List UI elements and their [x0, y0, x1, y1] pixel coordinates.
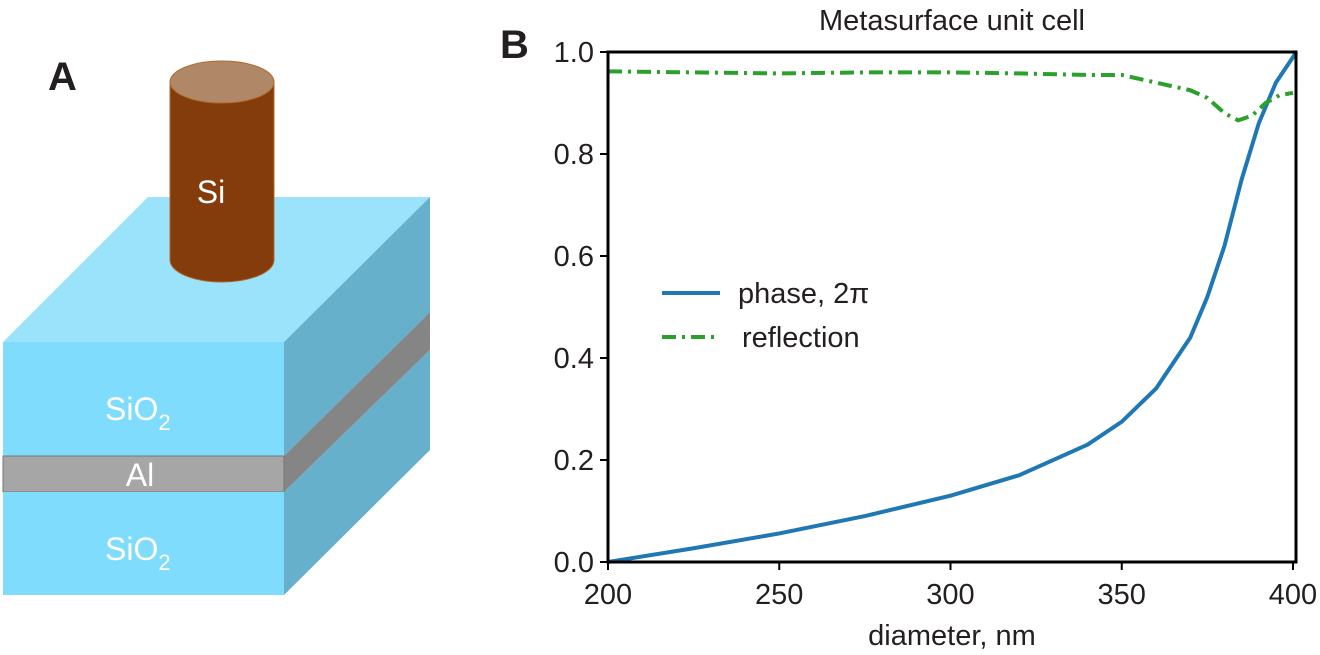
- al-label: Al: [126, 457, 154, 493]
- sio2-bottom-label: SiO2: [105, 531, 171, 575]
- y-tick-label: 1.0: [554, 37, 594, 69]
- box-side-upper: [284, 197, 430, 456]
- legend: phase, 2π reflection: [662, 278, 869, 354]
- sio2-bottom-front: [3, 492, 284, 595]
- legend-phase-label: phase, 2π: [738, 278, 869, 310]
- al-side-face: [284, 312, 430, 492]
- x-tick-label: 250: [755, 579, 803, 611]
- legend-reflection-label: reflection: [742, 322, 860, 354]
- box-side-lower: [284, 350, 430, 595]
- x-tick-label: 350: [1098, 579, 1146, 611]
- axes-frame: [606, 50, 1298, 564]
- sio2-top-front: [3, 342, 284, 456]
- y-tick-label: 0.4: [554, 343, 594, 375]
- layer-stack-diagram: Si SiO2 Al SiO2: [2, 60, 430, 595]
- x-axis-label: diameter, nm: [868, 620, 1036, 652]
- panel-b-label: B: [500, 23, 529, 67]
- series-line-reflection: [607, 69, 1294, 123]
- y-tick-label: 0.6: [554, 241, 594, 273]
- plot-area: 200 250 300 350 400 0.0 0.2 0.4 0.6 0.8 1.0: [554, 37, 1318, 611]
- x-tick-label: 400: [1269, 579, 1317, 611]
- series-line-phase: [607, 50, 1299, 564]
- y-tick-label: 0.0: [554, 547, 594, 579]
- y-tick-label: 0.8: [554, 139, 594, 171]
- x-tick-label: 200: [584, 579, 632, 611]
- sio2-top-label: SiO2: [105, 391, 171, 435]
- chart-title: Metasurface unit cell: [819, 5, 1085, 37]
- si-label: Si: [197, 174, 225, 210]
- x-tick-label: 300: [926, 579, 974, 611]
- panel-a-label: A: [48, 55, 77, 99]
- y-tick-label: 0.2: [554, 445, 594, 477]
- si-pillar: [169, 60, 275, 283]
